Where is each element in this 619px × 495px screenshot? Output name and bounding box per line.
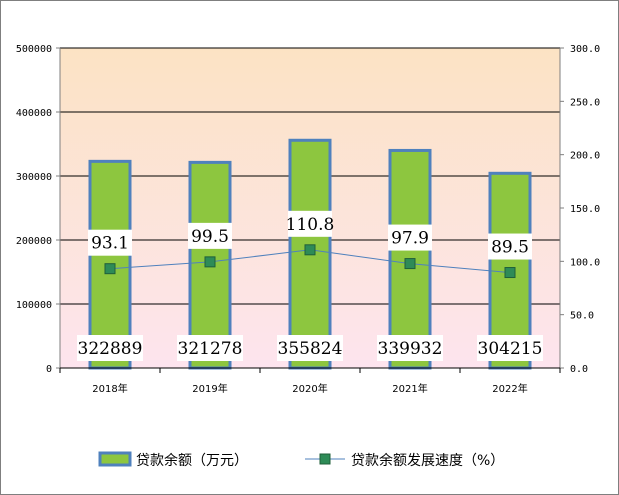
x-tick-label: 2022年 bbox=[492, 382, 527, 395]
y-tick-label: 0 bbox=[46, 364, 52, 375]
bar-value-label-box bbox=[77, 335, 143, 361]
bar-value-label: 322889 bbox=[78, 339, 143, 359]
bar-value-label-box bbox=[177, 335, 243, 361]
rate-marker bbox=[404, 258, 416, 270]
rate-value-label-box bbox=[288, 210, 332, 237]
y2-tick-label: 200.0 bbox=[570, 151, 600, 162]
x-tick-label: 2018年 bbox=[92, 382, 127, 395]
rate-value-label: 89.5 bbox=[491, 238, 529, 258]
rate-value-label-box bbox=[88, 229, 132, 256]
legend-bar-swatch bbox=[98, 451, 132, 467]
rate-value-label-box bbox=[188, 222, 232, 249]
data-labels: 322889 321278 355824 339932 304215 93.1 99.5 11… bbox=[77, 210, 543, 361]
x-tick-label: 2021年 bbox=[392, 382, 427, 395]
bar-value-label-box bbox=[377, 335, 443, 361]
x-tick-label: 2020年 bbox=[292, 382, 327, 395]
rate-marker bbox=[504, 267, 516, 279]
x-tick-label: 2019年 bbox=[192, 382, 227, 395]
legend: 贷款余额（万元） 贷款余额发展速度（%） bbox=[98, 451, 504, 469]
y2-tick-label: 0.0 bbox=[570, 364, 588, 375]
y-tick-label: 500000 bbox=[16, 44, 52, 55]
bar-value-label: 355824 bbox=[278, 339, 343, 359]
bar-value-label: 304215 bbox=[478, 339, 543, 359]
rate-value-label: 93.1 bbox=[91, 234, 129, 254]
y2-tick-label: 150.0 bbox=[570, 204, 600, 215]
rate-marker bbox=[104, 263, 116, 275]
rate-marker bbox=[204, 256, 216, 268]
rate-marker bbox=[304, 244, 316, 256]
y2-tick-label: 300.0 bbox=[570, 44, 600, 55]
bar-value-label: 339932 bbox=[378, 339, 443, 359]
axes: 0 100000 200000 300000 400000 500000 0.0 50.0 10… bbox=[16, 44, 600, 395]
bar-value-label-box bbox=[477, 335, 543, 361]
bar-value-label-box bbox=[277, 335, 343, 361]
rate-value-label-box bbox=[488, 233, 532, 260]
line-series bbox=[104, 244, 516, 279]
y-tick-label: 300000 bbox=[16, 172, 52, 183]
y-tick-label: 400000 bbox=[16, 108, 52, 119]
y2-tick-label: 50.0 bbox=[570, 311, 594, 322]
y-tick-label: 200000 bbox=[16, 236, 52, 247]
y2-tick-label: 250.0 bbox=[570, 97, 600, 108]
rate-value-label: 97.9 bbox=[391, 229, 429, 249]
y-tick-label: 100000 bbox=[16, 300, 52, 311]
bar-value-label: 321278 bbox=[178, 339, 243, 359]
rate-value-label: 110.8 bbox=[286, 215, 335, 235]
rate-value-label: 99.5 bbox=[191, 227, 229, 247]
legend-line-label: 贷款余额发展速度（%） bbox=[351, 452, 504, 469]
legend-marker-swatch bbox=[319, 453, 331, 465]
legend-bar-label: 贷款余额（万元） bbox=[136, 452, 248, 469]
rate-value-label-box bbox=[388, 224, 432, 251]
y2-tick-label: 100.0 bbox=[570, 257, 600, 268]
